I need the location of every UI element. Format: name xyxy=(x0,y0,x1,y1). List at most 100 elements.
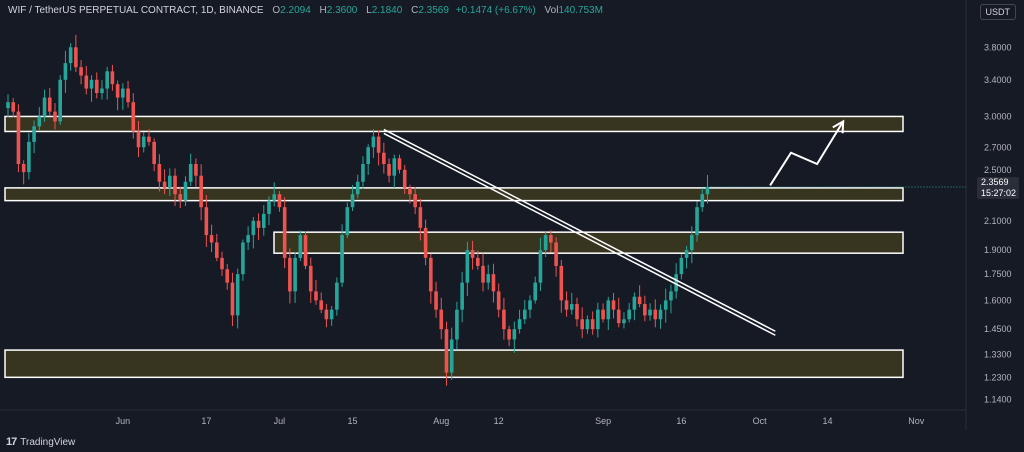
last-price-value: 2.3569 xyxy=(981,177,1009,187)
candle-body xyxy=(47,97,52,112)
candle-body xyxy=(684,250,689,258)
price-tick-label: 1.2300 xyxy=(984,372,1012,382)
candle-body xyxy=(100,88,104,94)
price-tick-label: 2.7000 xyxy=(984,142,1012,152)
candle-body xyxy=(465,250,470,283)
candle-body xyxy=(622,319,626,324)
candle-body xyxy=(486,274,491,283)
candle-body xyxy=(632,296,637,310)
candle-body xyxy=(58,79,62,122)
candle-body xyxy=(162,181,167,188)
currency-button[interactable]: USDT xyxy=(979,4,1016,20)
candle-body xyxy=(89,79,94,89)
candle-body xyxy=(643,304,647,316)
candle-body xyxy=(303,235,308,266)
candle-body xyxy=(246,235,250,243)
candle-body xyxy=(408,187,412,195)
candle-body xyxy=(481,265,485,283)
candle-body xyxy=(204,207,209,236)
candle-body xyxy=(63,63,68,80)
candle-body xyxy=(37,116,42,127)
candle-body xyxy=(319,300,323,310)
candle-body xyxy=(308,265,313,292)
projection-arrowhead xyxy=(832,119,845,134)
candle-body xyxy=(449,339,454,373)
candle-body xyxy=(434,291,438,310)
trendline-lower xyxy=(383,132,776,336)
candle-body xyxy=(705,187,710,195)
price-tick-label: 3.8000 xyxy=(984,42,1012,52)
candle-body xyxy=(674,274,678,292)
candle-body xyxy=(141,136,146,148)
candle-body xyxy=(136,131,141,148)
candle-body xyxy=(220,257,224,270)
open-label: O xyxy=(272,5,281,16)
candle-body xyxy=(512,329,517,340)
time-tick-label: Aug xyxy=(433,416,449,426)
price-tick-label: 1.6000 xyxy=(984,295,1012,305)
candle-body xyxy=(335,282,339,310)
candle-body xyxy=(679,257,684,275)
last-price-tag: 2.3569 15:27:02 xyxy=(977,177,1019,199)
time-tick-label: 15 xyxy=(348,416,358,426)
candle-body xyxy=(392,158,397,176)
candle-body xyxy=(507,329,511,340)
candle-body xyxy=(42,97,47,117)
volume-value: 140.753M xyxy=(558,5,603,16)
candle-body xyxy=(517,319,522,330)
candle-body xyxy=(429,257,433,292)
candle-body xyxy=(94,79,99,94)
high-value: 2.3600 xyxy=(326,5,358,16)
candle-body xyxy=(700,194,705,208)
low-value: 2.1840 xyxy=(371,5,403,16)
price-tick-label: 2.5000 xyxy=(984,165,1012,175)
price-tick-label: 2.1000 xyxy=(984,216,1012,226)
candle-body xyxy=(74,47,78,68)
candle-body xyxy=(470,250,475,258)
candle-body xyxy=(288,257,292,292)
candle-body xyxy=(387,163,391,176)
candle-body xyxy=(491,274,496,292)
support-resistance-zone xyxy=(4,187,904,202)
candle-body xyxy=(32,126,36,142)
support-resistance-zone xyxy=(4,115,904,133)
tradingview-brand[interactable]: 17 TradingView xyxy=(6,436,75,448)
candle-body xyxy=(455,309,459,340)
candle-body xyxy=(663,300,668,310)
candle-body xyxy=(502,309,506,330)
candle-body xyxy=(413,194,417,208)
candle-body xyxy=(397,158,402,170)
low-label: L xyxy=(366,5,372,16)
candle-body xyxy=(298,235,303,258)
candle-body xyxy=(590,319,595,330)
candle-body xyxy=(350,194,355,208)
candle-body xyxy=(282,207,287,258)
candle-body xyxy=(371,136,376,148)
candle-body xyxy=(611,300,616,310)
candle-body xyxy=(178,194,183,201)
candle-body xyxy=(194,163,198,176)
time-tick-label: 14 xyxy=(823,416,833,426)
tradingview-logo-icon: 17 xyxy=(6,436,17,448)
close-value: 2.3569 xyxy=(418,5,449,16)
candle-body xyxy=(267,200,271,214)
candle-body xyxy=(251,220,256,236)
candle-body xyxy=(695,207,699,236)
candle-body xyxy=(68,47,73,64)
candle-body xyxy=(277,194,282,208)
time-tick-label: Sep xyxy=(595,416,611,426)
time-tick-label: Jun xyxy=(116,416,131,426)
price-tick-label: 3.0000 xyxy=(984,111,1012,121)
time-tick-label: 16 xyxy=(676,416,686,426)
candle-body xyxy=(569,304,574,310)
candle-body xyxy=(382,152,386,164)
candle-body xyxy=(648,309,652,316)
candle-body xyxy=(199,175,203,208)
candle-body xyxy=(256,220,261,228)
price-tick-label: 1.3300 xyxy=(984,349,1012,359)
candle-body xyxy=(669,291,673,301)
candle-body xyxy=(241,242,245,275)
candle-body xyxy=(121,88,125,98)
candle-body xyxy=(329,309,334,320)
